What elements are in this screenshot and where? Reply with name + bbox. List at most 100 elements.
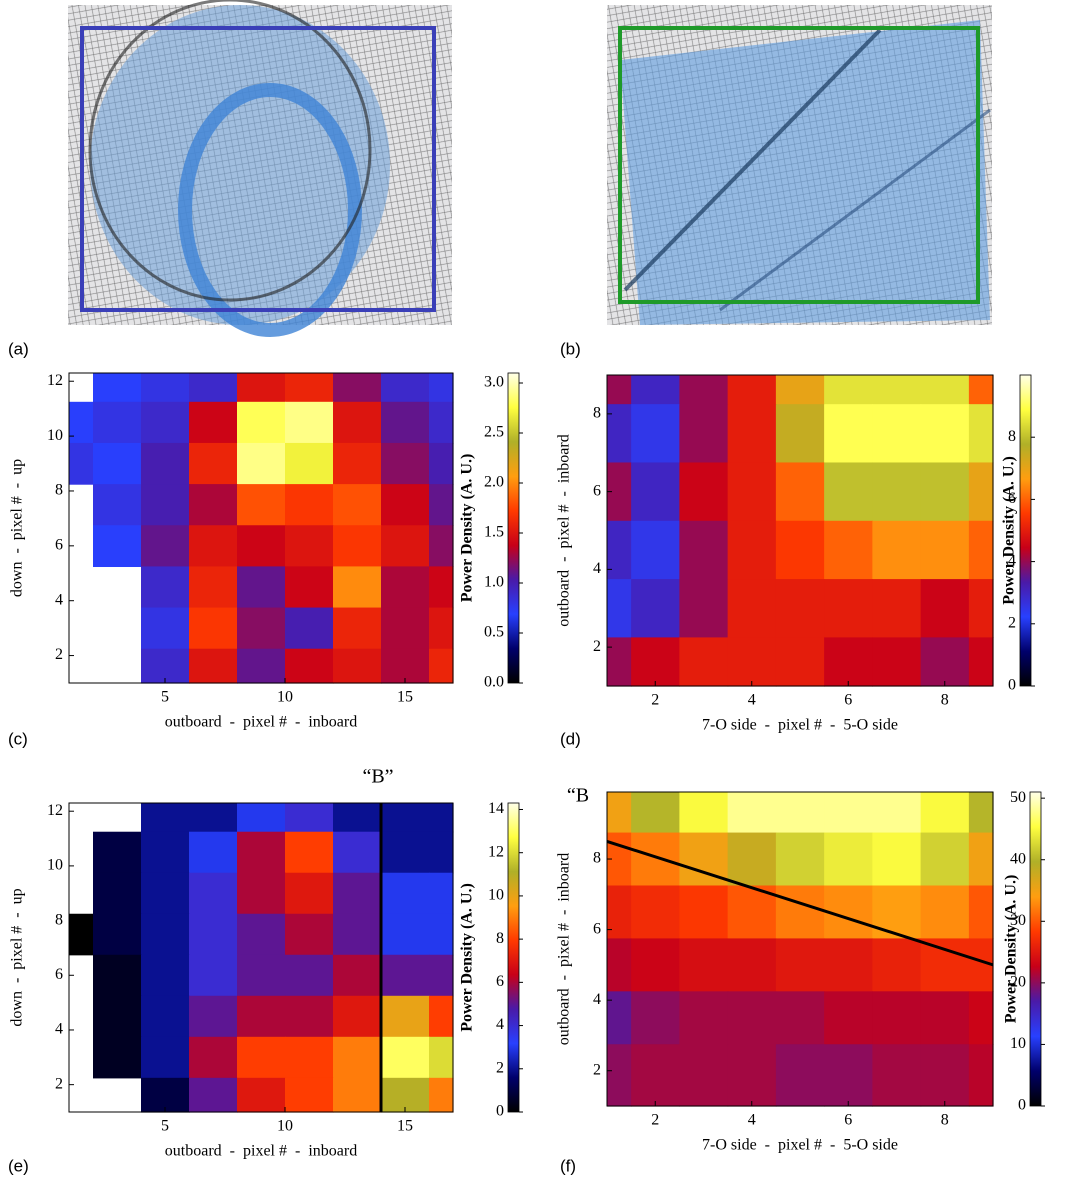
- heat-cell: [872, 1044, 922, 1107]
- y-tick-label: 8: [593, 405, 601, 422]
- heat-cell: [429, 401, 454, 444]
- heat-cell: [775, 462, 825, 522]
- heat-cell: [285, 566, 334, 609]
- heat-cell: [381, 1036, 430, 1079]
- plot-frame: [68, 802, 454, 1113]
- heat-cell: [429, 803, 454, 833]
- x-tick-label: 2: [651, 692, 659, 709]
- panel-label: (e): [8, 1156, 29, 1175]
- heat-cell: [69, 913, 94, 956]
- heat-cell: [968, 375, 994, 405]
- heat-cell: [607, 404, 632, 464]
- heatmap: [607, 375, 994, 687]
- y-tick-label: 8: [593, 850, 601, 867]
- heat-cell: [872, 792, 922, 834]
- heat-cell: [775, 938, 825, 992]
- x-axis-label: outboard - pixel # - inboard: [165, 1143, 357, 1160]
- heat-cell: [775, 1044, 825, 1107]
- heat-cell: [429, 1036, 454, 1079]
- y-tick-label: 8: [55, 482, 63, 499]
- heat-cell: [189, 373, 238, 403]
- heat-cell: [631, 885, 680, 940]
- y-tick-label: 4: [55, 1021, 63, 1038]
- heat-cell: [679, 637, 729, 687]
- x-tick-label: 15: [397, 689, 413, 706]
- heat-cell: [381, 831, 430, 874]
- heat-cell: [824, 462, 873, 522]
- colorbar-tick-label: 0: [1008, 677, 1016, 694]
- heat-cell: [775, 404, 825, 464]
- y-tick-label: 2: [55, 646, 63, 663]
- heat-cell: [93, 995, 142, 1038]
- heat-cell: [607, 520, 632, 580]
- heat-cell: [775, 375, 825, 405]
- heat-cell: [872, 832, 922, 887]
- colorbar-tick-label: 30: [1010, 912, 1026, 929]
- heat-cell: [189, 401, 238, 444]
- heat-cell: [237, 954, 286, 997]
- heat-cell: [607, 792, 632, 834]
- heat-cell: [872, 462, 922, 522]
- heat-cell: [141, 484, 190, 526]
- heat-cell: [381, 872, 430, 915]
- heat-cell: [381, 525, 430, 568]
- heat-cell: [872, 375, 922, 405]
- heat-cell: [93, 872, 142, 915]
- heat-cell: [381, 648, 430, 684]
- heat-cell: [920, 991, 970, 1045]
- y-tick-label: 4: [593, 991, 601, 1008]
- y-tick-label: 2: [593, 638, 601, 655]
- x-tick-label: 10: [277, 689, 293, 706]
- heat-cell: [429, 373, 454, 403]
- heat-cell: [333, 995, 382, 1038]
- heat-cell: [381, 373, 430, 403]
- heat-cell: [141, 373, 190, 403]
- heat-cell: [968, 991, 994, 1045]
- heat-cell: [189, 607, 238, 650]
- heat-cell: [93, 373, 142, 403]
- colorbar-tick-label: 20: [1010, 974, 1026, 991]
- colorbar-tick-label: 1.5: [484, 524, 504, 541]
- heat-cell: [679, 1044, 729, 1107]
- heat-cell: [727, 404, 777, 464]
- heat-cell: [727, 1044, 777, 1107]
- heat-cell: [631, 991, 680, 1045]
- heat-cell: [824, 991, 873, 1045]
- heat-cell: [631, 792, 680, 834]
- heat-cell: [727, 579, 777, 639]
- colorbar-tick-label: 4: [496, 1016, 504, 1033]
- x-tick-label: 6: [844, 1112, 852, 1129]
- heat-cell: [775, 579, 825, 639]
- heat-cell: [189, 566, 238, 609]
- heat-cell: [141, 525, 190, 568]
- heat-cell: [607, 991, 632, 1045]
- heat-cell: [189, 442, 238, 485]
- colorbar-label: Power Density (A. U.): [1003, 875, 1020, 1024]
- heat-cell: [429, 1077, 454, 1113]
- heat-cell: [429, 525, 454, 568]
- y-tick-label: 4: [593, 560, 601, 577]
- heat-cell: [141, 401, 190, 444]
- heat-cell: [333, 831, 382, 874]
- heat-cell: [333, 484, 382, 526]
- heat-cell: [141, 913, 190, 956]
- heat-cell: [333, 373, 382, 403]
- heat-cell: [824, 938, 873, 992]
- colorbar-tick-label: 6: [1008, 490, 1016, 507]
- heat-cell: [333, 442, 382, 485]
- heat-cell: [141, 1077, 190, 1113]
- heat-cell: [607, 375, 632, 405]
- heat-cell: [920, 1044, 970, 1107]
- heat-cell: [189, 1077, 238, 1113]
- colorbar-tick-label: 1.0: [484, 574, 504, 591]
- heat-cell: [333, 872, 382, 915]
- heat-cell: [429, 995, 454, 1038]
- heat-cell: [333, 401, 382, 444]
- heat-cell: [968, 885, 994, 940]
- heat-cell: [872, 885, 922, 940]
- heat-cell: [333, 954, 382, 997]
- heat-cell: [381, 803, 430, 833]
- heat-cell: [727, 637, 777, 687]
- heat-cell: [429, 831, 454, 874]
- heat-cell: [824, 579, 873, 639]
